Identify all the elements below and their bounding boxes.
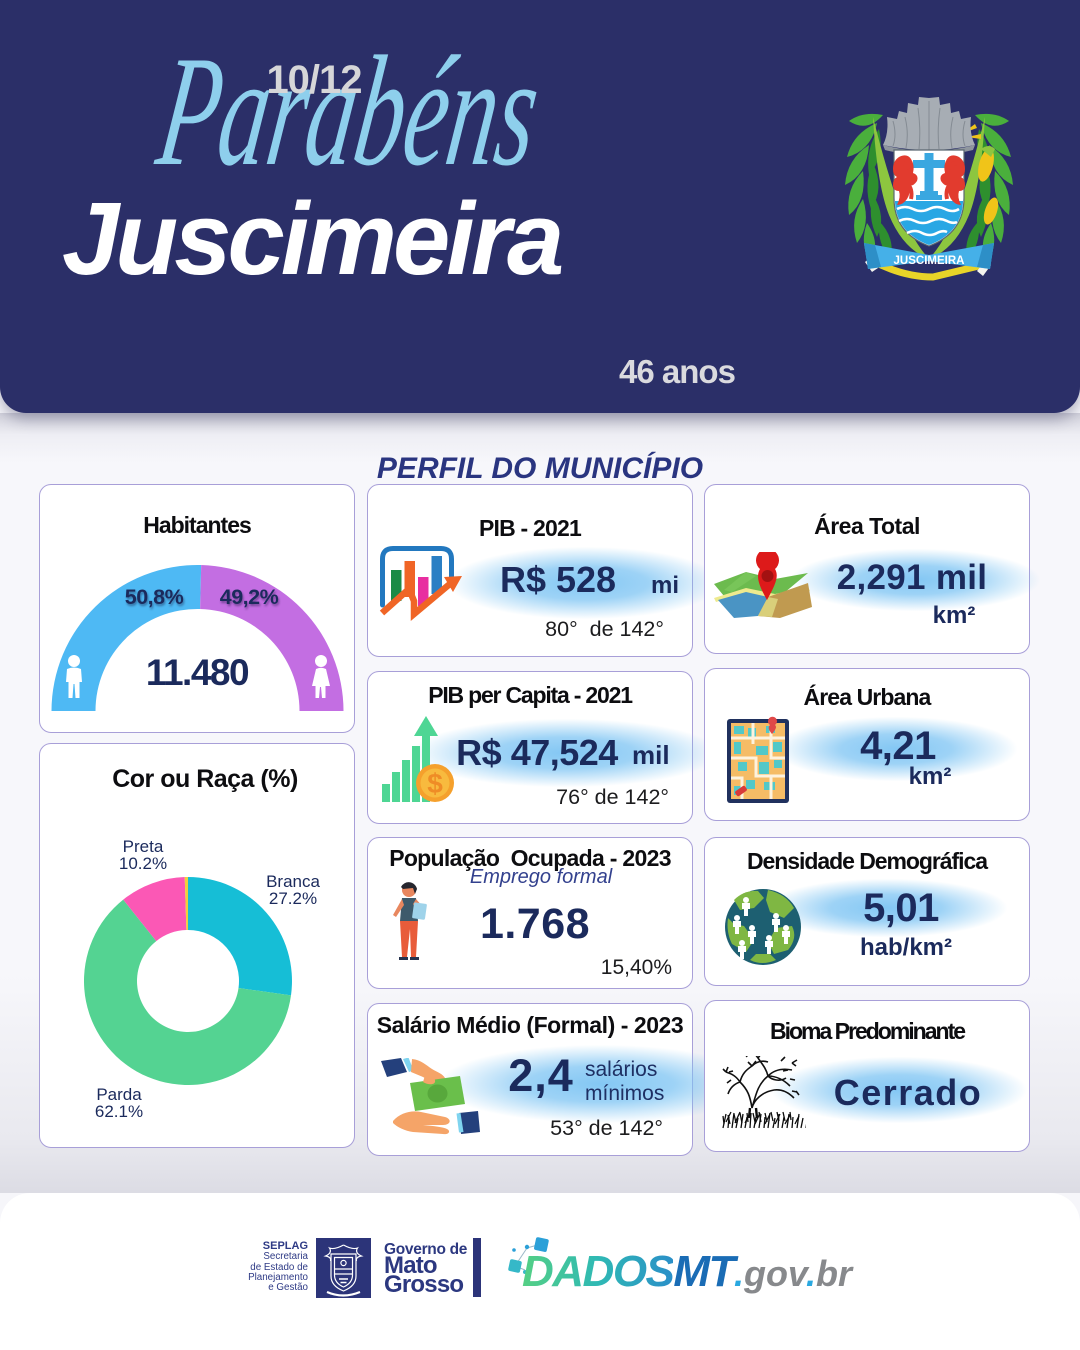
- svg-text:JUSCIMEIRA: JUSCIMEIRA: [894, 255, 965, 267]
- svg-text:$: $: [427, 768, 443, 799]
